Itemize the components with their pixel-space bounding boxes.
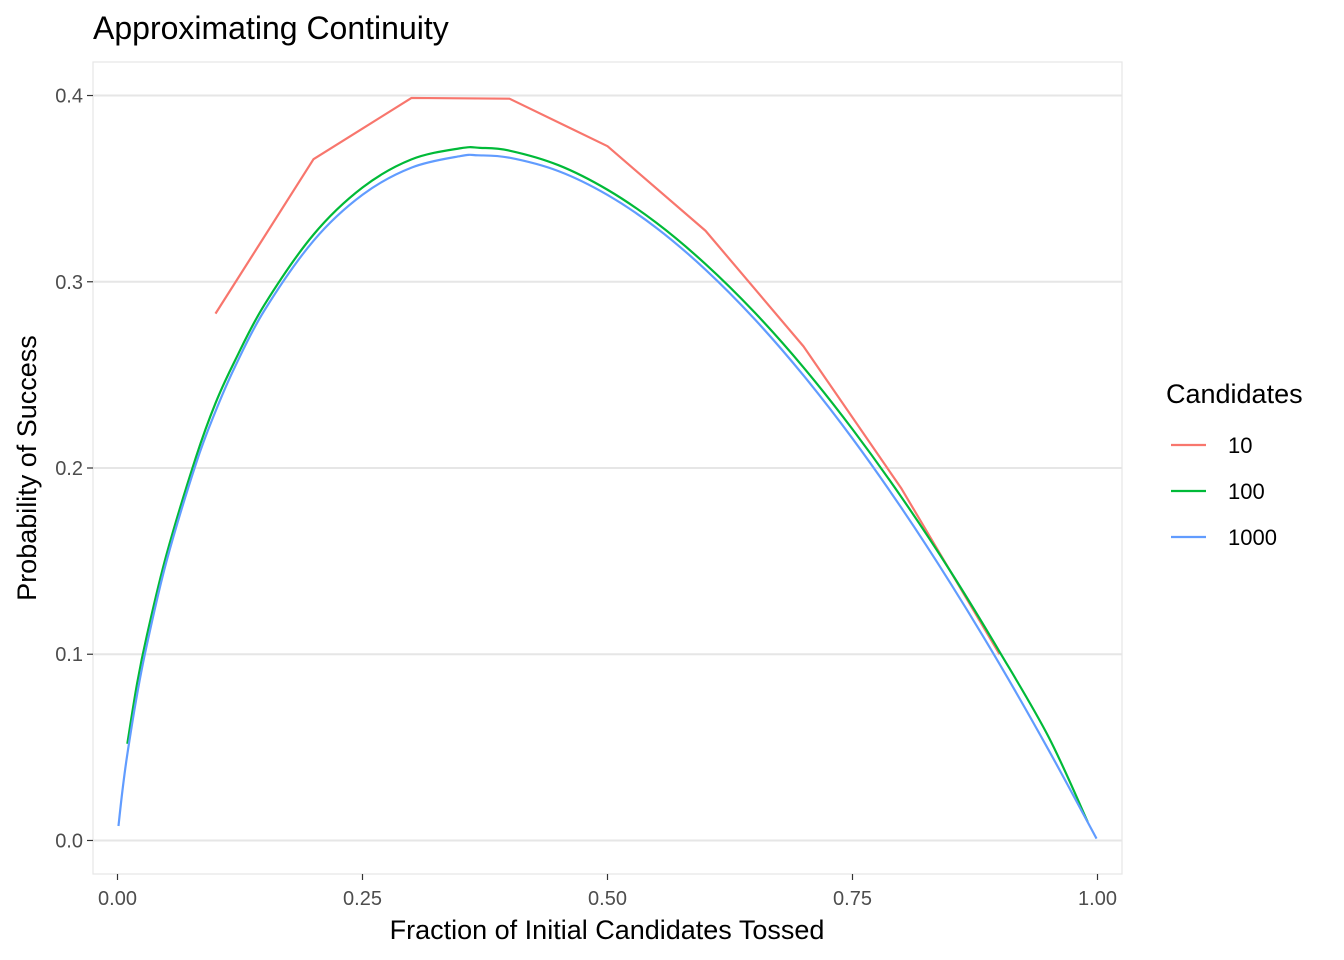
legend-label-100: 100 bbox=[1228, 479, 1265, 504]
y-tick-label-4: 0.4 bbox=[55, 86, 83, 108]
y-axis: 0.0 0.1 0.2 0.3 0.4 bbox=[55, 86, 93, 852]
y-tick-label-2: 0.2 bbox=[55, 458, 83, 480]
x-axis: 0.00 0.25 0.50 0.75 1.00 bbox=[98, 874, 1117, 910]
legend: Candidates 10 100 1000 bbox=[1166, 379, 1303, 550]
y-tick-label-0: 0.0 bbox=[55, 830, 83, 852]
y-tick-label-3: 0.3 bbox=[55, 272, 83, 294]
chart-title: Approximating Continuity bbox=[93, 10, 449, 46]
x-tick-label-0: 0.00 bbox=[98, 888, 137, 910]
series-line-1000 bbox=[117, 153, 1098, 840]
y-tick-label-1: 0.1 bbox=[55, 644, 83, 666]
legend-label-10: 10 bbox=[1228, 433, 1252, 458]
x-tick-label-2: 0.50 bbox=[588, 888, 627, 910]
series-lines bbox=[117, 96, 1098, 840]
series-line-100 bbox=[126, 146, 1089, 823]
x-axis-title: Fraction of Initial Candidates Tossed bbox=[390, 915, 825, 945]
x-tick-label-1: 0.25 bbox=[343, 888, 382, 910]
legend-label-1000: 1000 bbox=[1228, 525, 1277, 550]
legend-title: Candidates bbox=[1166, 379, 1303, 409]
x-tick-label-3: 0.75 bbox=[833, 888, 872, 910]
y-gridlines bbox=[93, 94, 1122, 842]
x-tick-label-4: 1.00 bbox=[1078, 888, 1117, 910]
y-axis-title: Probability of Success bbox=[12, 335, 42, 601]
series-line-10 bbox=[214, 96, 1001, 655]
